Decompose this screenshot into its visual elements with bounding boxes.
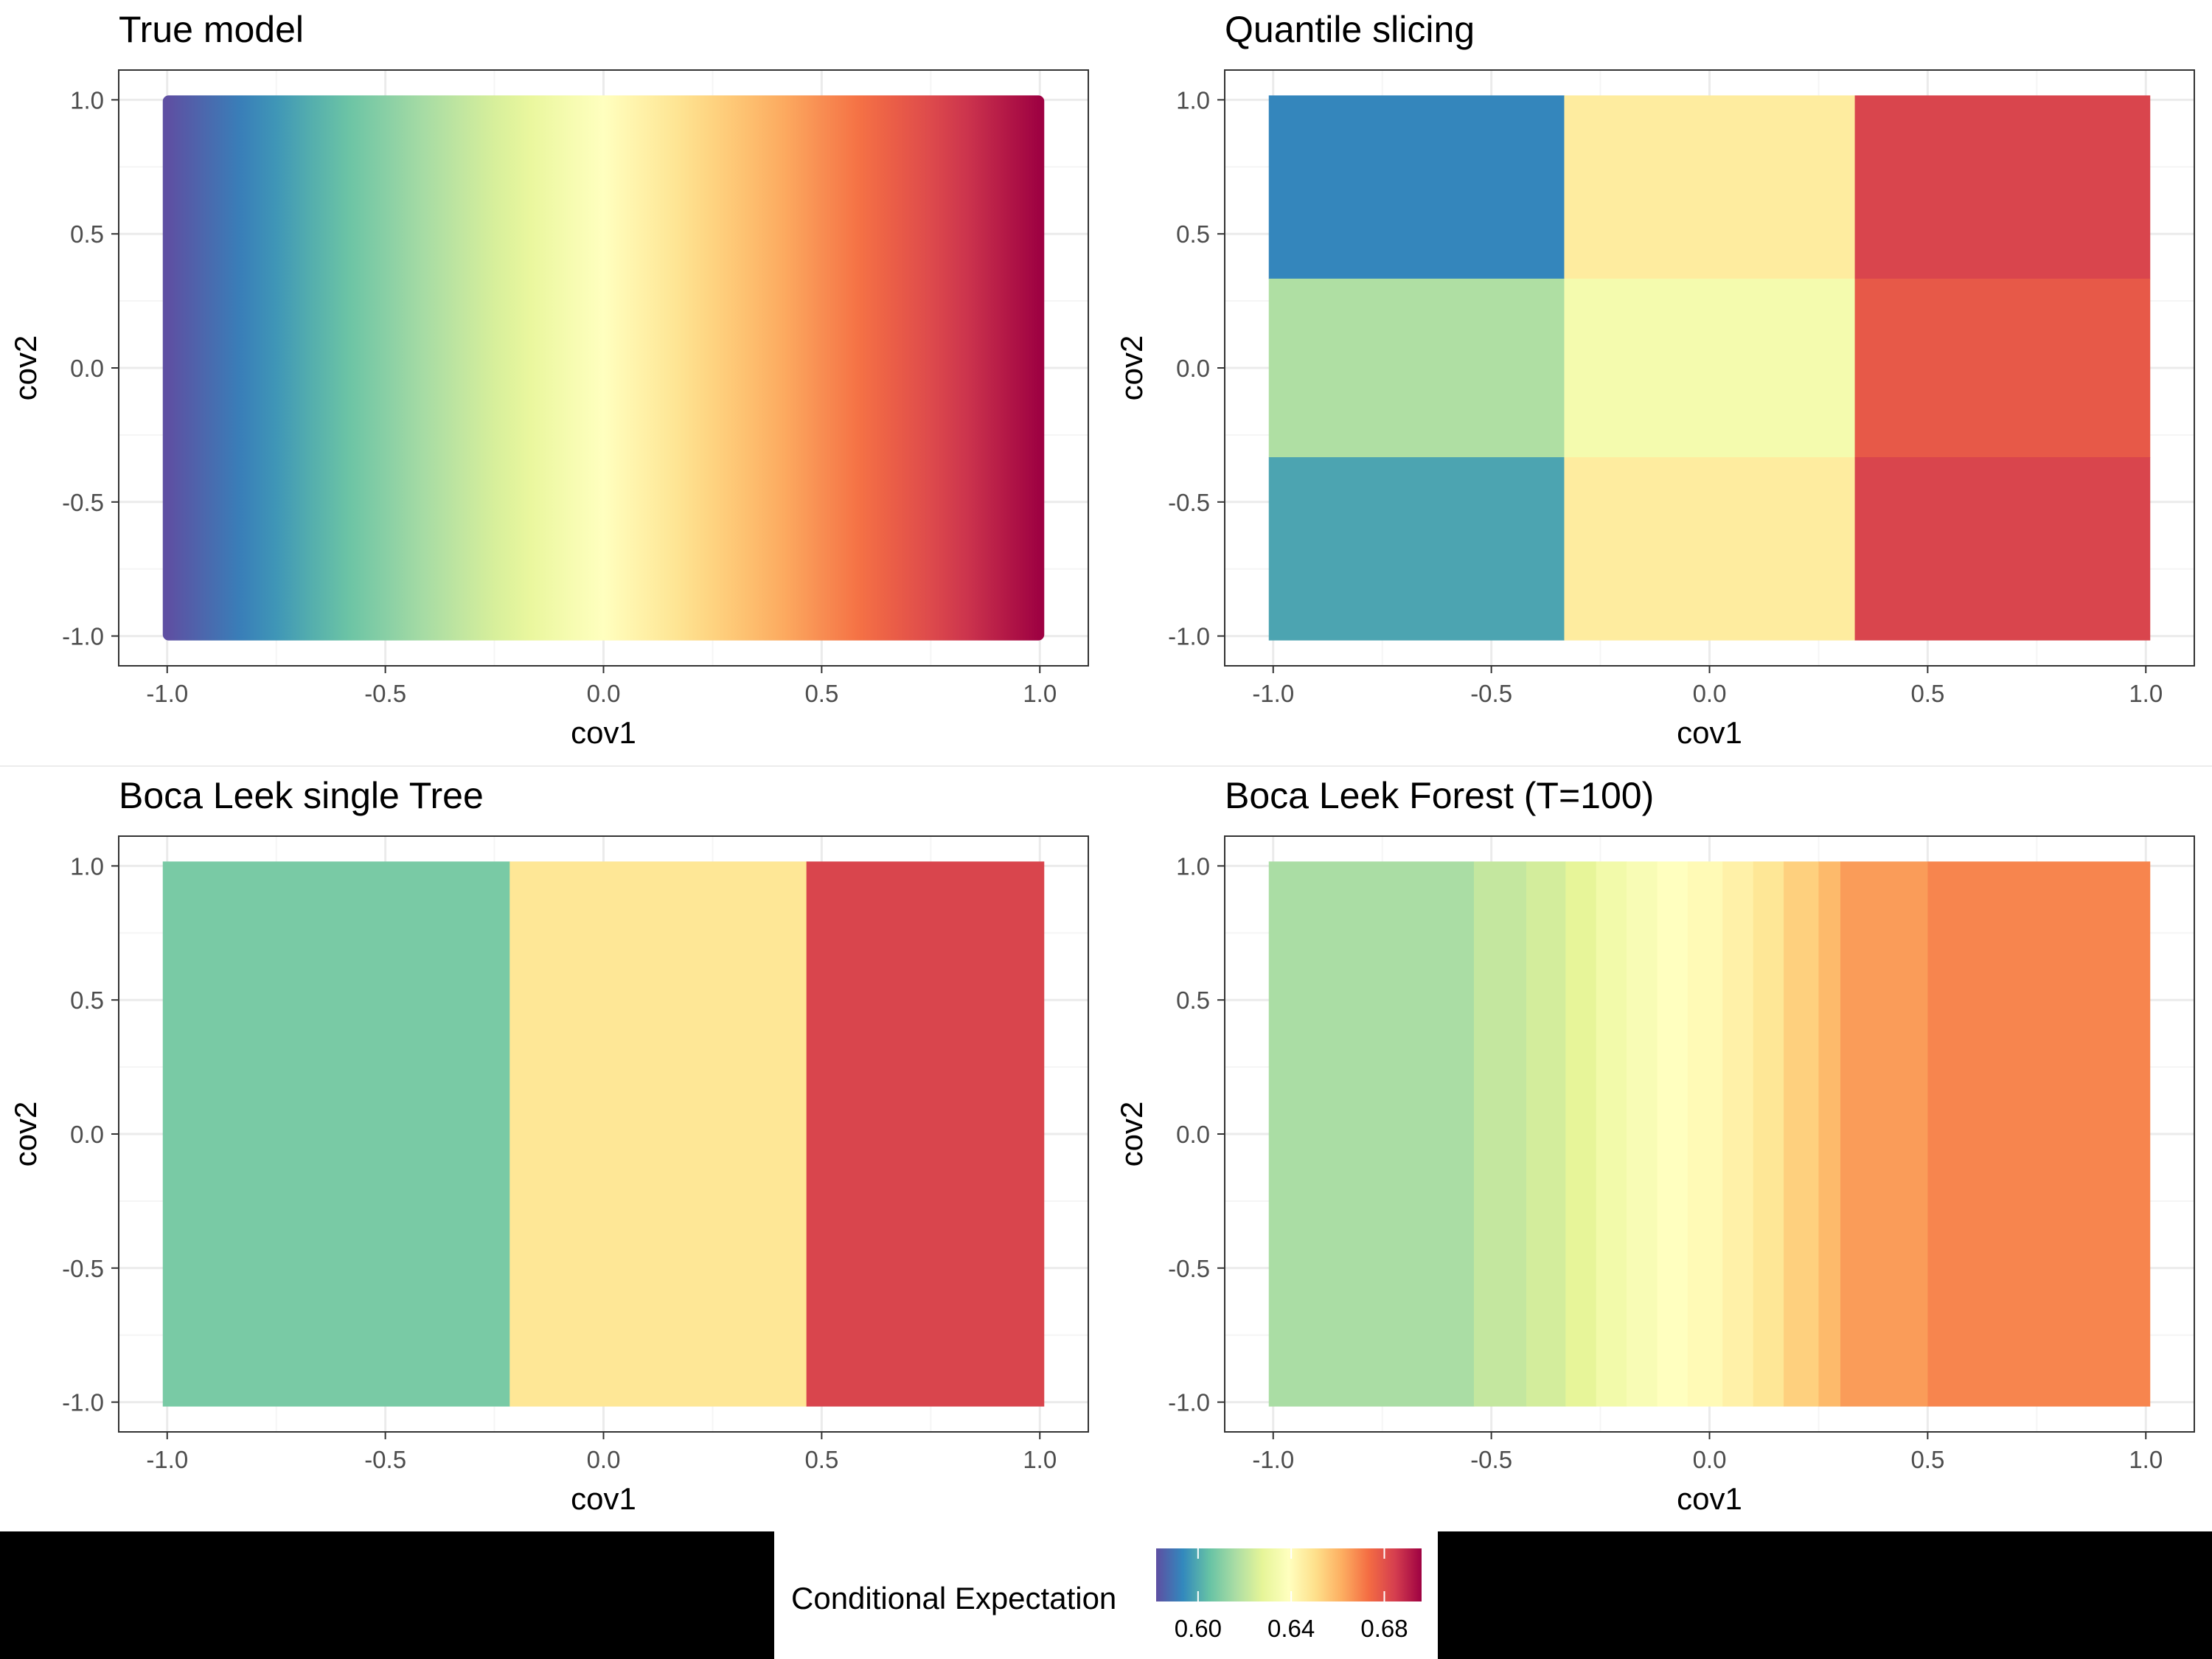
- heatmap-step: [1627, 861, 1658, 1407]
- y-axis-label: cov2: [8, 335, 43, 401]
- x-tick-label: -0.5: [1470, 1446, 1512, 1473]
- x-tick-label: 1.0: [2129, 1446, 2163, 1473]
- panel-title: Boca Leek single Tree: [119, 775, 484, 816]
- y-tick-label: -1.0: [62, 1389, 104, 1416]
- x-tick-label: -0.5: [364, 680, 406, 707]
- x-axis-label: cov1: [571, 715, 636, 750]
- heatmap-cell: [806, 861, 1045, 1407]
- x-tick-label: -1.0: [146, 680, 188, 707]
- row-separator: [0, 765, 2212, 767]
- panel-quantile-slicing: Quantile slicing -1.0 -0.5 0.0 0.5 1.0 -1.0 -0…: [1114, 9, 2195, 750]
- heatmap-step: [1840, 861, 1928, 1407]
- heatmap-cell: [1268, 95, 1565, 279]
- legend-tick-label: 0.60: [1175, 1615, 1222, 1642]
- heatmap-step: [1526, 861, 1566, 1407]
- y-tick-label: -1.0: [1168, 1389, 1210, 1416]
- y-axis-label: cov2: [1114, 1102, 1149, 1167]
- x-tick-label: 0.0: [587, 680, 621, 707]
- heatmap-cell: [162, 861, 510, 1407]
- x-tick-label: 0.0: [587, 1446, 621, 1473]
- legend-tick-label: 0.68: [1360, 1615, 1408, 1642]
- y-tick-label: 1.0: [70, 86, 104, 114]
- heatmap-step: [1818, 861, 1841, 1407]
- x-tick-label: 0.5: [804, 1446, 838, 1473]
- x-tick-label: 1.0: [1023, 680, 1057, 707]
- y-tick-label: -1.0: [1168, 623, 1210, 650]
- y-tick-label: -0.5: [62, 1255, 104, 1282]
- x-axis-label: cov1: [1677, 1481, 1742, 1516]
- y-tick-label: -0.5: [62, 489, 104, 516]
- y-tick-label: 0.0: [70, 355, 104, 382]
- y-tick-label: 1.0: [1176, 86, 1210, 114]
- x-tick-label: -0.5: [1470, 680, 1512, 707]
- heatmap-step: [1927, 861, 2151, 1407]
- panel-boca-leek-forest: Boca Leek Forest (T=100) -1.0 -0.5 0.0 0.5 1…: [1114, 775, 2195, 1516]
- heatmap-step: [1753, 861, 1784, 1407]
- heatmap-cell: [1564, 278, 1856, 458]
- heatmap-step: [1565, 861, 1597, 1407]
- x-axis-label: cov1: [1677, 715, 1742, 750]
- y-tick-label: 0.5: [1176, 220, 1210, 248]
- x-tick-label: 0.0: [1693, 1446, 1727, 1473]
- heatmap-step: [1687, 861, 1723, 1407]
- heatmap-data: [1268, 95, 2151, 641]
- heatmap-cell: [1268, 457, 1565, 641]
- legend-mask-left: [0, 1531, 774, 1659]
- heatmap-data: [1268, 861, 2151, 1407]
- heatmap-cell: [1268, 278, 1565, 458]
- x-tick-label: -1.0: [1252, 1446, 1294, 1473]
- heatmap-step: [1268, 861, 1475, 1407]
- heatmap-step: [1657, 861, 1688, 1407]
- heatmap-step: [1473, 861, 1527, 1407]
- heatmap-data: [162, 95, 1045, 641]
- x-tick-label: -1.0: [1252, 680, 1294, 707]
- heatmap-cell: [1854, 278, 2151, 458]
- heatmap-cell: [1564, 95, 1856, 279]
- x-axis-label: cov1: [571, 1481, 636, 1516]
- y-tick-label: 1.0: [70, 852, 104, 880]
- x-tick-label: 0.5: [1910, 680, 1944, 707]
- panel-title: Quantile slicing: [1225, 9, 1475, 50]
- x-tick-label: 0.0: [1693, 680, 1727, 707]
- heatmap-step: [1596, 861, 1627, 1407]
- x-tick-label: -0.5: [364, 1446, 406, 1473]
- y-tick-label: 1.0: [1176, 852, 1210, 880]
- x-tick-label: 1.0: [1023, 1446, 1057, 1473]
- y-tick-label: 0.5: [70, 987, 104, 1014]
- x-tick-label: 1.0: [2129, 680, 2163, 707]
- legend-mask-right: [1438, 1531, 2212, 1659]
- panel-boca-leek-single-tree: Boca Leek single Tree -1.0 -0.5 0.0 0.5 1.0 -…: [8, 775, 1089, 1516]
- y-tick-label: -0.5: [1168, 489, 1210, 516]
- heatmap-data: [162, 861, 1045, 1407]
- y-tick-label: -1.0: [62, 623, 104, 650]
- heatmap-cell: [1854, 95, 2151, 279]
- y-tick-label: 0.5: [1176, 987, 1210, 1014]
- y-tick-label: -0.5: [1168, 1255, 1210, 1282]
- heatmap-step: [1722, 861, 1754, 1407]
- panel-title: True model: [119, 9, 304, 50]
- panel-title: Boca Leek Forest (T=100): [1225, 775, 1654, 816]
- legend-title: Conditional Expectation: [791, 1581, 1116, 1615]
- x-tick-label: 0.5: [804, 680, 838, 707]
- x-tick-label: 0.5: [1910, 1446, 1944, 1473]
- y-tick-label: 0.0: [70, 1121, 104, 1148]
- heatmap-gradient-field: [162, 95, 1045, 641]
- y-tick-label: 0.0: [1176, 355, 1210, 382]
- heatmap-cell: [1854, 457, 2151, 641]
- panel-true-model: True model -1.0 -0.5 0.0 0.5 1.0 -1.0 -0.5 0.0 0…: [8, 9, 1089, 750]
- y-tick-label: 0.5: [70, 220, 104, 248]
- x-tick-label: -1.0: [146, 1446, 188, 1473]
- y-axis-label: cov2: [1114, 335, 1149, 401]
- heatmap-cell: [1564, 457, 1856, 641]
- legend-colorbar: [1156, 1548, 1422, 1601]
- y-tick-label: 0.0: [1176, 1121, 1210, 1148]
- heatmap-cell: [509, 861, 807, 1407]
- y-axis-label: cov2: [8, 1102, 43, 1167]
- heatmap-step: [1784, 861, 1820, 1407]
- legend: Conditional Expectation 0.60 0.64 0.68: [791, 1548, 1422, 1642]
- legend-tick-label: 0.64: [1267, 1615, 1315, 1642]
